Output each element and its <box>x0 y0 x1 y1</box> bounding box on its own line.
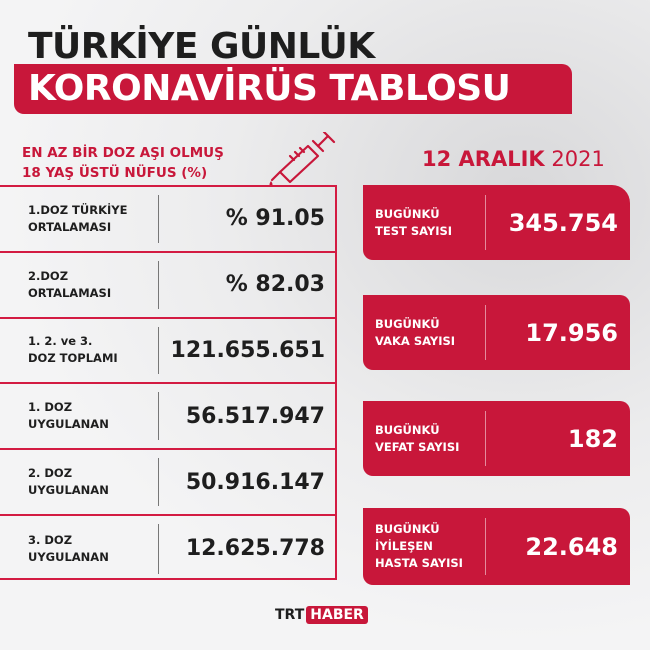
table-row: 3. DOZ UYGULANAN 12.625.778 <box>0 516 335 582</box>
syringe-icon <box>269 132 336 187</box>
table-row: 1. 2. ve 3. DOZ TOPLAMI 121.655.651 <box>0 319 335 385</box>
table-row: 1. DOZ UYGULANAN 56.517.947 <box>0 384 335 451</box>
row-label: 2.DOZ ORTALAMASI <box>28 268 112 300</box>
title-line-2: KORONAVİRÜS TABLOSU <box>28 68 511 109</box>
row-value: 12.625.778 <box>185 536 325 562</box>
death-count-card: BUGÜNKÜ VEFAT SAYISI 182 <box>363 401 630 476</box>
row-label: 3. DOZ UYGULANAN <box>28 532 109 564</box>
trt-haber-logo: TRT HABER <box>275 606 368 624</box>
report-date: 12 ARALIK 2021 <box>422 147 605 171</box>
case-count-card: BUGÜNKÜ VAKA SAYISI 17.956 <box>363 295 630 370</box>
row-value: % 91.05 <box>225 206 325 232</box>
recovered-count-card: BUGÜNKÜ İYİLEŞEN HASTA SAYISI 22.648 <box>363 508 630 585</box>
table-row: 2.DOZ ORTALAMASI % 82.03 <box>0 253 335 319</box>
row-label: 2. DOZ UYGULANAN <box>28 466 109 498</box>
test-count-card: BUGÜNKÜ TEST SAYISI 345.754 <box>363 185 630 260</box>
row-value: 121.655.651 <box>170 337 325 363</box>
row-label: 1. 2. ve 3. DOZ TOPLAMI <box>28 334 118 366</box>
vaccine-subtitle: EN AZ BİR DOZ AŞI OLMUŞ 18 YAŞ ÜSTÜ NÜFU… <box>22 145 224 181</box>
table-row: 2. DOZ UYGULANAN 50.916.147 <box>0 450 335 516</box>
title-line-1: TÜRKİYE GÜNLÜK <box>28 26 375 67</box>
row-value: 56.517.947 <box>185 403 325 429</box>
row-value: 50.916.147 <box>185 469 325 495</box>
row-value: % 82.03 <box>225 272 325 298</box>
vaccine-table: 1.DOZ TÜRKİYE ORTALAMASI % 91.05 2.DOZ OR… <box>0 185 337 580</box>
row-label: 1.DOZ TÜRKİYE ORTALAMASI <box>28 202 128 234</box>
title-banner <box>14 64 572 114</box>
row-label: 1. DOZ UYGULANAN <box>28 400 109 432</box>
table-row: 1.DOZ TÜRKİYE ORTALAMASI % 91.05 <box>0 187 335 253</box>
